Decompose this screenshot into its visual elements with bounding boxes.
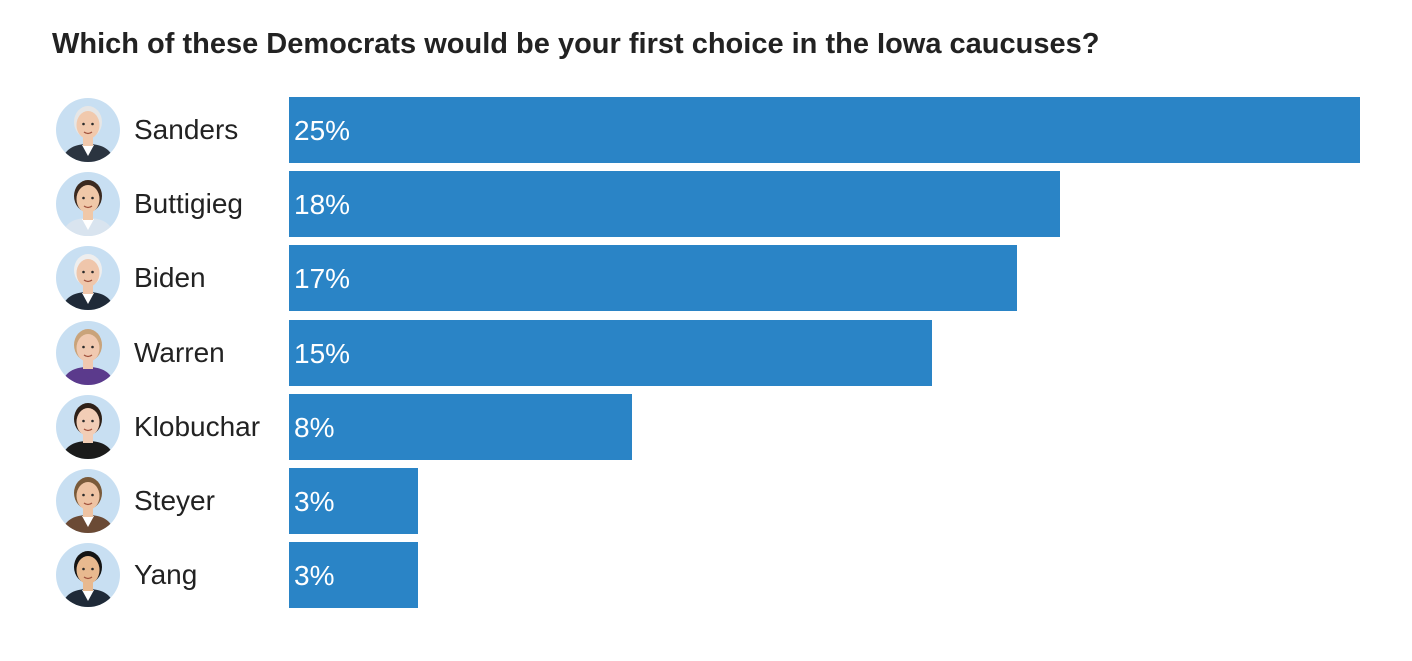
- portrait-eye-right: [91, 567, 94, 571]
- portrait-neck: [83, 210, 93, 220]
- bar-value-label: 3%: [294, 560, 335, 591]
- bar-row: Warren 15%: [0, 320, 1412, 386]
- portrait-neck: [83, 507, 93, 517]
- bar: 8%: [289, 394, 632, 460]
- candidate-avatar: [56, 172, 120, 236]
- candidate-name: Warren: [134, 337, 225, 368]
- portrait-shirt: [82, 590, 94, 601]
- buttigieg-portrait: [62, 180, 114, 236]
- bar-value-label: 3%: [294, 486, 335, 517]
- portrait-mouth: [83, 502, 93, 506]
- portrait-eye-right: [91, 196, 94, 200]
- candidate-avatar: [56, 543, 120, 607]
- portrait-mouth: [83, 576, 93, 580]
- portrait-face: [76, 482, 100, 510]
- candidate-avatar: [56, 469, 120, 533]
- portrait-eye-right: [91, 419, 94, 423]
- portrait-mouth: [83, 131, 93, 135]
- bar: 3%: [289, 468, 418, 534]
- bar-row: Sanders 25%: [0, 97, 1412, 163]
- portrait-shirt: [82, 442, 94, 453]
- yang-portrait: [62, 551, 114, 607]
- chart-title: Which of these Democrats would be your f…: [52, 28, 1100, 60]
- candidate-avatar: [56, 321, 120, 385]
- bar-value-label: 25%: [294, 115, 351, 146]
- bar-value-label: 8%: [294, 412, 335, 443]
- portrait-mouth: [83, 279, 93, 283]
- portrait-neck: [83, 136, 93, 146]
- steyer-portrait: [62, 477, 114, 533]
- bar: 18%: [289, 171, 1060, 237]
- portrait-eye-left: [82, 419, 85, 423]
- portrait-face: [76, 556, 100, 584]
- candidate-name: Biden: [134, 262, 206, 293]
- portrait-eye-left: [82, 567, 85, 571]
- candidate-name: Sanders: [134, 114, 239, 145]
- candidate-name: Yang: [134, 559, 198, 590]
- bar-row: Klobuchar 8%: [0, 394, 1412, 460]
- portrait-eye-left: [82, 345, 85, 349]
- bar: 17%: [289, 245, 1017, 311]
- bar-value-label: 18%: [294, 189, 351, 220]
- portrait-mouth: [83, 354, 93, 358]
- biden-portrait: [62, 254, 114, 310]
- bar-row: Steyer 3%: [0, 468, 1412, 534]
- candidate-avatar: [56, 98, 120, 162]
- sanders-portrait: [62, 106, 114, 162]
- bar-value-label: 15%: [294, 338, 351, 369]
- bar-row: Buttigieg 18%: [0, 171, 1412, 237]
- portrait-eye-left: [82, 493, 85, 497]
- bar: 25%: [289, 97, 1360, 163]
- candidate-name: Buttigieg: [134, 188, 243, 219]
- candidate-name: Klobuchar: [134, 411, 261, 442]
- klobuchar-portrait: [62, 403, 114, 459]
- portrait-neck: [83, 284, 93, 294]
- bar-row: Biden 17%: [0, 245, 1412, 311]
- bar: 15%: [289, 320, 932, 386]
- portrait-shirt: [82, 516, 94, 527]
- portrait-neck: [83, 433, 93, 443]
- bar-value-label: 17%: [294, 263, 351, 294]
- portrait-face: [76, 334, 100, 362]
- portrait-face: [76, 185, 100, 213]
- portrait-eye-left: [82, 122, 85, 126]
- portrait-eye-left: [82, 270, 85, 274]
- portrait-face: [76, 111, 100, 139]
- portrait-neck: [83, 359, 93, 369]
- candidate-avatar: [56, 246, 120, 310]
- portrait-face: [76, 408, 100, 436]
- portrait-eye-right: [91, 345, 94, 349]
- candidate-avatar: [56, 395, 120, 459]
- portrait-shirt: [82, 293, 94, 304]
- portrait-mouth: [83, 205, 93, 209]
- portrait-eye-right: [91, 270, 94, 274]
- portrait-eye-left: [82, 196, 85, 200]
- bar: 3%: [289, 542, 418, 608]
- bar-row: Yang 3%: [0, 542, 1412, 608]
- portrait-mouth: [83, 428, 93, 432]
- candidate-name: Steyer: [134, 485, 215, 516]
- portrait-eye-right: [91, 493, 94, 497]
- portrait-shirt: [82, 219, 94, 230]
- portrait-face: [76, 259, 100, 287]
- portrait-eye-right: [91, 122, 94, 126]
- portrait-shirt: [82, 368, 94, 379]
- portrait-neck: [83, 581, 93, 591]
- portrait-shirt: [82, 145, 94, 156]
- warren-portrait: [62, 329, 114, 385]
